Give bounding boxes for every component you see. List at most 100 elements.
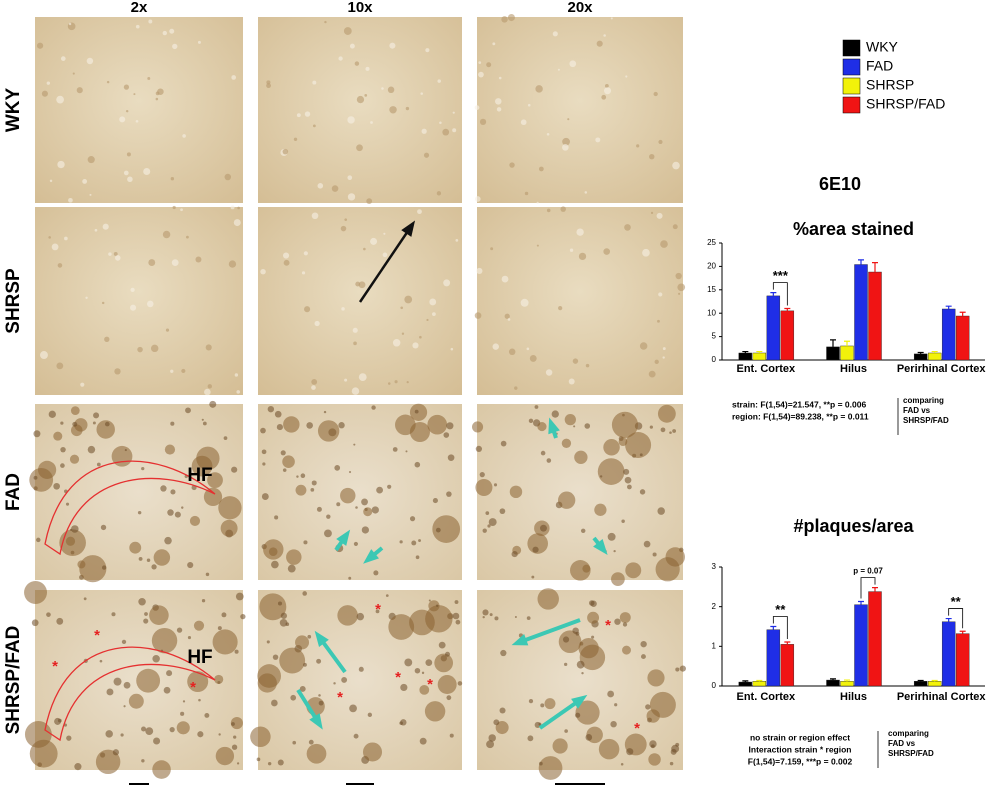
tissue-texture [236, 390, 241, 394]
tissue-texture [385, 594, 389, 597]
tissue-texture [652, 552, 657, 557]
tissue-texture [93, 412, 100, 419]
tissue-texture [296, 475, 299, 478]
tissue-texture [613, 549, 616, 553]
tissue-texture [581, 671, 584, 675]
tissue-texture [418, 539, 421, 542]
error-bar [931, 679, 938, 682]
tissue-texture [180, 208, 183, 212]
tissue-texture [623, 468, 630, 475]
tissue-texture [509, 485, 523, 499]
tissue-texture [511, 550, 518, 558]
arrow-head [571, 694, 588, 709]
tissue-texture [187, 671, 209, 693]
tissue-texture [387, 382, 391, 385]
tissue-texture [603, 439, 620, 456]
error-bar [844, 340, 850, 346]
tissue-texture [567, 118, 570, 121]
tissue-texture [351, 387, 360, 395]
marker: * [605, 617, 611, 634]
arrow [318, 636, 347, 674]
tissue-texture [317, 420, 340, 442]
error-bar [872, 262, 878, 273]
tissue-texture [411, 540, 417, 546]
tissue-texture [490, 247, 494, 251]
tissue-texture [86, 57, 94, 65]
tissue-texture [218, 733, 221, 736]
tissue-texture [373, 570, 379, 576]
side-note: comparing [888, 729, 929, 738]
tissue-texture [135, 119, 139, 123]
tissue-texture [677, 283, 686, 292]
tissue-texture [92, 421, 96, 425]
tissue-texture [164, 536, 172, 545]
tissue-texture [152, 760, 171, 779]
tissue-texture [136, 668, 161, 693]
tissue-texture [274, 410, 282, 418]
tissue-texture [538, 166, 544, 172]
tissue-texture [405, 450, 408, 453]
x-tick-label: Ent. Cortex [736, 363, 796, 375]
tissue-texture [353, 443, 356, 446]
tissue-texture [452, 612, 460, 620]
tissue-texture [102, 565, 107, 570]
tissue-texture [337, 605, 358, 626]
tissue-texture [478, 71, 484, 78]
tissue-texture [425, 659, 433, 666]
tissue-texture [347, 116, 355, 124]
tissue-texture [77, 560, 86, 569]
tissue-texture [121, 639, 127, 645]
error-bar [830, 678, 836, 681]
tissue-texture [180, 711, 185, 716]
tissue-texture [361, 526, 369, 534]
tissue-texture [205, 344, 212, 351]
tissue-texture [300, 473, 306, 478]
tissue-texture [295, 484, 307, 496]
tissue-texture [526, 616, 531, 621]
tissue-texture [123, 705, 126, 708]
tissue-texture [306, 422, 313, 429]
tissue-texture [155, 97, 159, 101]
tissue-texture [640, 640, 647, 648]
tissue-texture [295, 635, 310, 650]
tissue-texture [311, 378, 318, 385]
bar [927, 352, 942, 361]
bar [780, 310, 795, 361]
tissue-texture [671, 744, 680, 753]
tissue-texture [610, 720, 617, 728]
tissue-texture [492, 42, 496, 46]
tissue-texture [610, 17, 613, 20]
error-bar [872, 587, 878, 592]
tissue-texture [102, 223, 109, 230]
tissue-texture [452, 128, 457, 133]
tissue-texture [575, 700, 600, 725]
tissue-texture [53, 482, 60, 490]
tissue-texture [381, 87, 384, 90]
tissue-texture [596, 40, 603, 47]
tissue-texture [619, 612, 631, 624]
tissue-texture [135, 24, 140, 29]
tissue-texture [611, 572, 625, 586]
tissue-texture [654, 359, 659, 364]
tissue-texture [40, 351, 48, 360]
tissue-texture [123, 681, 131, 689]
tissue-texture [607, 690, 615, 698]
tissue-texture [414, 461, 421, 468]
tissue-texture [266, 83, 271, 89]
error-bar [959, 630, 966, 634]
arrow [358, 227, 412, 303]
tissue-texture [669, 431, 672, 434]
tissue-texture [358, 373, 367, 382]
tissue-texture [256, 757, 261, 762]
tissue-texture [228, 260, 237, 268]
y-tick-label: 2 [712, 602, 717, 611]
tissue-texture [250, 726, 271, 748]
tissue-texture [625, 75, 628, 78]
tissue-texture [475, 445, 482, 453]
side-note: comparing [903, 396, 944, 405]
side-note: FAD vs [903, 406, 931, 415]
tissue-texture [111, 612, 116, 617]
bar [752, 352, 767, 361]
hf-outline [44, 460, 216, 556]
